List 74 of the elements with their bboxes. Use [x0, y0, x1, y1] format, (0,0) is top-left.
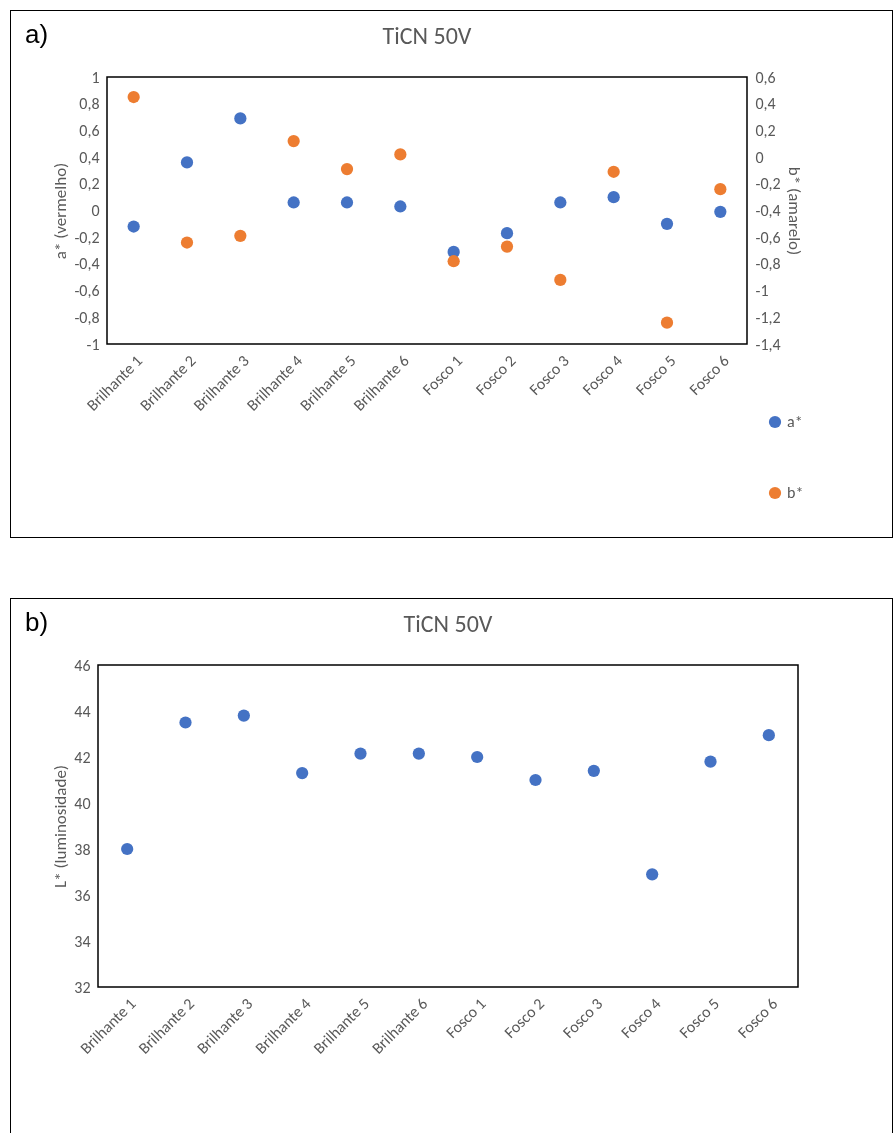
y2-tick-label: -0,8: [755, 254, 781, 274]
point: [394, 148, 407, 161]
point: [646, 868, 659, 881]
y2-tick-label: -0,6: [755, 227, 781, 247]
point: [554, 273, 567, 287]
point: [704, 755, 717, 768]
point: [237, 709, 250, 722]
point: [447, 255, 460, 268]
y-tick-label: 44: [74, 701, 91, 721]
y-tick-label: 40: [74, 793, 91, 813]
point: [714, 205, 727, 218]
legend-label: a*: [787, 412, 803, 431]
point: [660, 316, 674, 329]
point: [127, 90, 140, 104]
y-tick-label: 1: [91, 67, 100, 87]
point: [607, 191, 620, 204]
point: [529, 773, 542, 787]
y2-tick-label: 0,4: [755, 94, 776, 114]
point: [714, 183, 727, 196]
y-tick-label: 0,4: [79, 147, 100, 167]
point: [554, 196, 567, 209]
y-tick-label: -0,4: [74, 254, 100, 274]
text: a): [25, 19, 49, 50]
point: [394, 200, 407, 213]
y-tick-label: 0,6: [79, 120, 100, 140]
y-tick-label: 42: [74, 747, 91, 767]
y-tick-label: -0,8: [74, 307, 100, 327]
y-tick-label: 46: [74, 655, 91, 675]
y-tick-label: 36: [74, 885, 91, 905]
point: [412, 747, 425, 760]
y-tick-label: 0,8: [79, 94, 100, 114]
y-axis-title: L* (luminosidade): [50, 765, 72, 888]
y2-tick-label: -1,4: [755, 334, 781, 354]
point: [234, 112, 247, 125]
point: [340, 196, 354, 209]
point: [762, 729, 775, 742]
point: [471, 750, 484, 764]
point: [121, 842, 134, 856]
y-tick-label: 32: [74, 977, 91, 997]
point: [500, 240, 514, 253]
y2-tick-label: -0,2: [755, 174, 781, 194]
point: [587, 764, 600, 777]
y2-tick-label: 0,2: [755, 120, 776, 140]
point: [340, 163, 354, 176]
point: [234, 229, 247, 242]
legend-label: b*: [787, 483, 804, 502]
y-tick-label: -0,2: [74, 227, 100, 247]
point: [607, 165, 620, 178]
y2-tick-label: -1: [755, 281, 769, 301]
y-tick-label: 34: [74, 931, 91, 951]
point: [354, 747, 367, 760]
point: [179, 716, 192, 729]
y2-tick-label: 0: [755, 147, 764, 167]
point: [127, 220, 140, 233]
text: b): [25, 607, 49, 638]
point: [180, 236, 194, 249]
point: [660, 217, 674, 230]
y2-tick-label: 0,6: [755, 67, 776, 87]
chart-title: TiCN 50V: [382, 21, 472, 50]
point: [287, 196, 300, 209]
y-tick-label: -1: [86, 334, 100, 354]
y2-tick-label: -0,4: [755, 201, 781, 220]
y2-axis-title: b* (amarelo): [783, 166, 805, 256]
point: [287, 134, 300, 148]
y-tick-label: 0,2: [79, 174, 100, 194]
point: [180, 156, 194, 169]
point: [500, 227, 514, 240]
y-axis-title: a* (vermelho): [50, 162, 72, 260]
y2-tick-label: -1,2: [755, 307, 781, 327]
y-tick-label: 0: [91, 201, 100, 220]
y-tick-label: 38: [74, 839, 91, 859]
chart-title: TiCN 50V: [403, 609, 493, 638]
y-tick-label: -0,6: [74, 281, 100, 301]
point: [296, 766, 309, 780]
